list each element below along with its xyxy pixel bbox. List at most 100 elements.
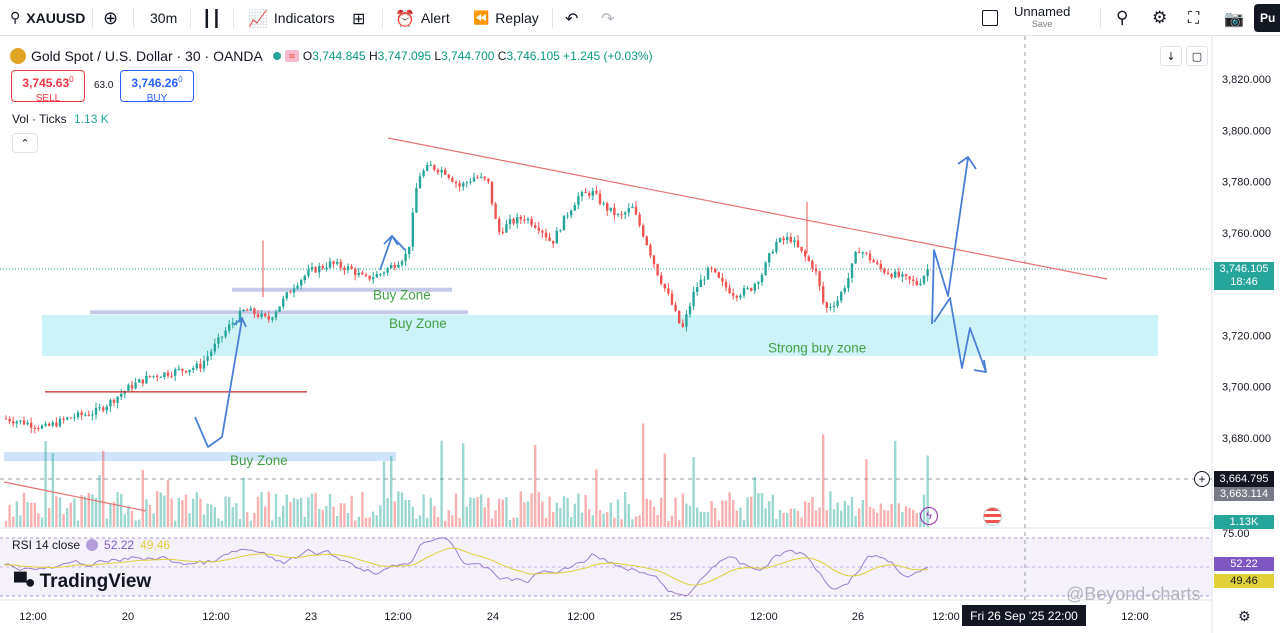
time-axis[interactable]: 12:00 20 12:00 23 12:00 24 12:00 25 12:00 26 12:00…	[19, 611, 1149, 623]
volume-bar	[361, 491, 364, 527]
candle-body	[145, 375, 148, 384]
volume-bar	[476, 497, 479, 527]
candle-body	[181, 368, 184, 371]
candle-body	[739, 295, 742, 298]
volume-bar	[249, 520, 252, 527]
volume-bar	[318, 508, 321, 527]
high-key: H	[368, 49, 378, 63]
alert-button[interactable]: ⏰ Alert	[395, 0, 450, 36]
candle-body	[552, 240, 555, 244]
separator	[552, 8, 553, 28]
candle-body	[170, 375, 173, 377]
quick-search-button[interactable]: ⚲	[1116, 0, 1128, 36]
candle-body	[339, 261, 342, 268]
gear-icon: ⚙	[1238, 609, 1251, 625]
layout-checkbox-icon	[982, 10, 998, 26]
redo-button[interactable]: ↷	[601, 0, 614, 36]
undo-button[interactable]: ↶	[565, 0, 578, 36]
candle-body	[894, 271, 897, 278]
candle-body	[843, 288, 846, 293]
chart-type-button[interactable]: ┃┃	[202, 0, 221, 36]
volume-bar	[4, 520, 8, 527]
candle-body	[764, 262, 767, 275]
buy-zone-line-3	[4, 452, 396, 462]
volume-bar	[260, 492, 263, 527]
volume-bar	[188, 513, 191, 527]
lightning-event-icon[interactable]: ϟ	[920, 507, 938, 525]
candle-body	[206, 356, 209, 361]
time-tick-label: 12:00	[384, 611, 412, 623]
sell-button[interactable]: 3,745.630 SELL	[11, 70, 85, 104]
candle-body	[166, 372, 170, 376]
candles	[4, 161, 929, 434]
volume-bar	[397, 491, 400, 527]
volume-bar	[750, 496, 753, 527]
settings-button[interactable]: ⚙	[1152, 0, 1167, 36]
candle-body	[350, 266, 353, 270]
volume-bar	[548, 496, 551, 527]
tradingview-mark-icon: ▀●	[14, 571, 36, 592]
legend-title[interactable]: Gold Spot / U.S. Dollar · 30 · OANDA	[31, 48, 263, 64]
templates-button[interactable]: ⊞	[352, 0, 365, 36]
interval-button[interactable]: 30m	[150, 0, 177, 36]
volume-bar	[357, 516, 360, 527]
volume-bar	[786, 513, 789, 527]
volume-bar	[447, 509, 450, 527]
candle-body	[624, 212, 627, 215]
publish-button[interactable]: Pu	[1254, 4, 1280, 32]
us-flag-icon[interactable]	[983, 507, 1002, 526]
replay-button[interactable]: ⏪ Replay	[473, 0, 539, 36]
add-alert-plus-icon[interactable]: +	[1194, 471, 1210, 487]
candle-body	[382, 272, 386, 274]
candle-body	[883, 268, 886, 273]
maximize-pane-button[interactable]: ▢	[1186, 46, 1208, 66]
candle-body	[105, 406, 108, 411]
open-value: 3,744.845	[312, 49, 366, 63]
volume-bar	[498, 498, 501, 527]
volume-bar	[879, 503, 882, 527]
snapshot-button[interactable]: 📷	[1224, 0, 1244, 36]
volume-bar	[519, 491, 522, 527]
volume-bar	[15, 501, 18, 527]
alert-label: Alert	[420, 10, 450, 26]
volume-bar	[213, 507, 216, 527]
candle-body	[537, 227, 540, 231]
candle-body	[375, 274, 378, 278]
symbol-search[interactable]: ⚲ XAUUSD	[10, 0, 85, 36]
volume-bar	[429, 497, 432, 527]
volume-bar	[22, 492, 26, 527]
candle-body	[782, 238, 785, 241]
buy-button[interactable]: 3,746.260 BUY	[120, 70, 194, 104]
volume-bar	[66, 508, 69, 527]
scroll-down-button[interactable]: ↓	[1160, 46, 1182, 66]
compare-button[interactable]: ⊕	[103, 0, 118, 36]
volume-bar	[199, 498, 202, 527]
camera-icon: 📷	[1224, 8, 1244, 28]
fullscreen-button[interactable]: ⛶	[1188, 0, 1199, 36]
candle-body	[753, 283, 756, 291]
open-key: O	[302, 49, 313, 63]
volume-bar	[267, 491, 270, 527]
rsi-ma-axis-tag: 49.46	[1214, 574, 1274, 588]
volume-bar	[253, 512, 256, 527]
publish-label: Pu	[1260, 11, 1276, 25]
volume-bar	[588, 509, 591, 527]
candle-body	[620, 214, 623, 216]
price-tick-label: 3,720.000	[1222, 330, 1271, 342]
axis-settings-button[interactable]: ⚙	[1238, 608, 1251, 625]
volume-bar	[771, 494, 774, 527]
volume-bar	[379, 505, 382, 527]
candle-body	[584, 192, 587, 194]
layout-button[interactable]: Unnamed Save	[982, 0, 1070, 36]
collapse-legend-button[interactable]: ⌃	[12, 133, 38, 153]
candle-body	[429, 165, 432, 167]
volume-bar	[793, 508, 796, 527]
crosshair-price-value-2: 3,663.114	[1219, 488, 1269, 500]
data-window-icon[interactable]: ≋	[284, 50, 299, 62]
rsi-settings-icon[interactable]	[86, 539, 99, 551]
candle-body	[87, 414, 90, 416]
indicators-button[interactable]: 📈 Indicators	[248, 0, 335, 36]
price-axis[interactable]: 3,820.000 3,800.000 3,780.000 3,760.000 3,74…	[1222, 74, 1271, 445]
buy-price-sup: 0	[178, 75, 183, 84]
